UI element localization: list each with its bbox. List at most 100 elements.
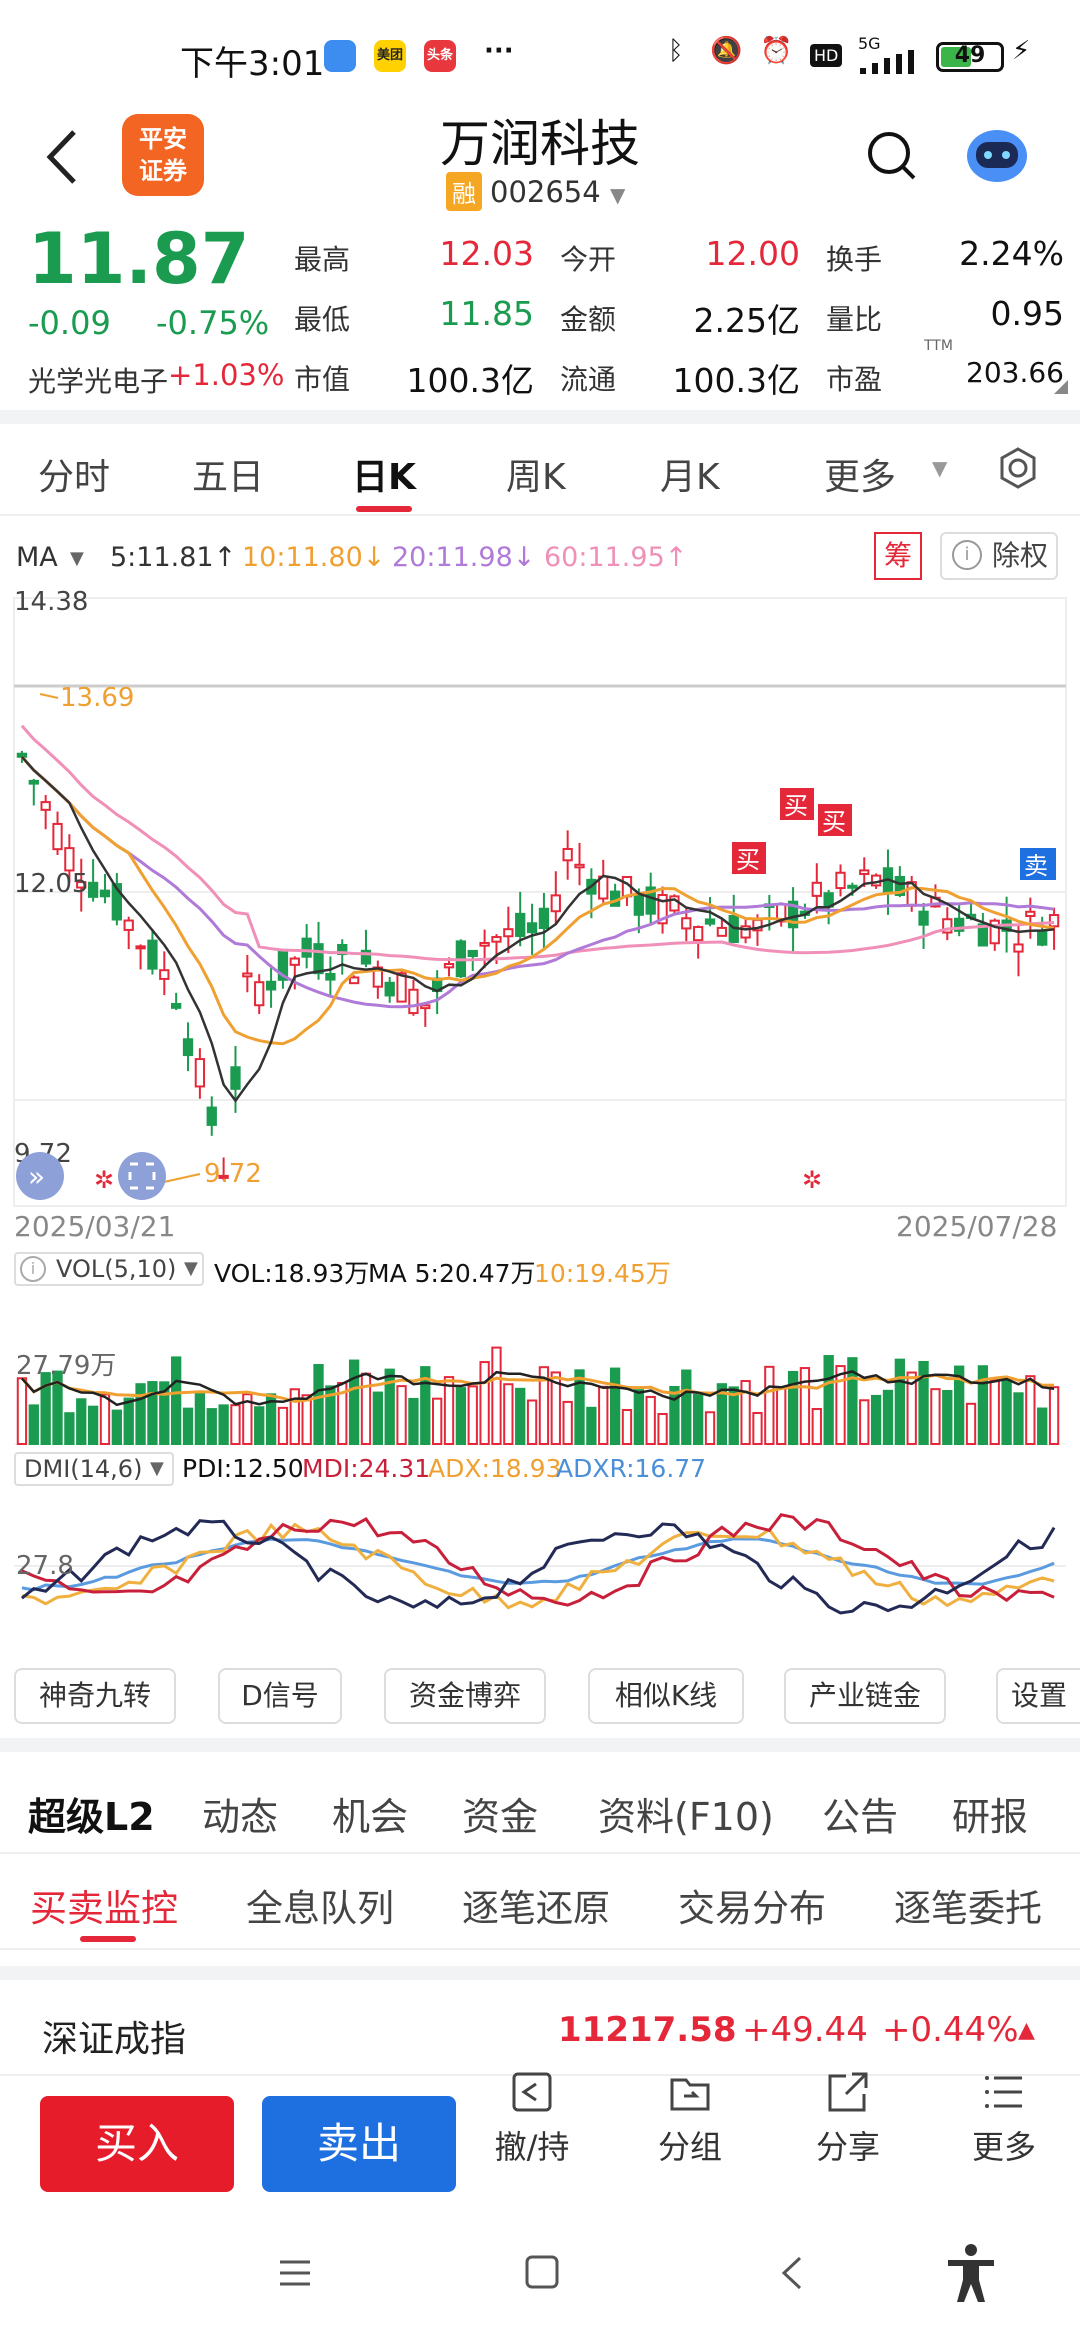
pdi-line [20,1519,1056,1615]
candle-body [159,969,170,980]
volume-bar [538,1366,550,1445]
volume-bar [28,1404,39,1445]
dmi-chart[interactable]: 27.8 [0,1488,1080,1648]
buy-signal-marker[interactable]: 买 [732,842,766,874]
candle-body [740,925,751,939]
stock-code-row[interactable]: 融 002654 ▼ [446,172,625,211]
nav-menu-icon[interactable] [278,2256,312,2290]
vol-indicator-selector[interactable]: i VOL(5,10) ▼ [14,1252,204,1286]
buy-button[interactable]: 买入 [40,2096,234,2192]
quote-value: 2.24% [959,234,1064,273]
tab-more[interactable]: 更多 [824,457,897,498]
candle-body [230,1066,241,1090]
volume-bar [206,1408,217,1446]
cancel-hold-action[interactable]: 撤/持 [490,2070,574,2168]
expand-arrows-icon[interactable] [16,1152,64,1200]
subtab-tick-restore[interactable]: 逐笔还原 [462,1887,610,1930]
search-icon[interactable] [866,130,918,184]
share-action[interactable]: 分享 [806,2070,890,2168]
group-action[interactable]: 分组 [648,2070,732,2168]
subtab-trade-monitor[interactable]: 买卖监控 [30,1887,178,1930]
candle-body [1048,914,1060,928]
svg-text:买: 买 [822,808,846,836]
quote-label: 市值 [294,363,351,396]
sell-signal-marker[interactable]: 卖 [1020,848,1056,880]
candle-body [443,963,455,969]
nav-home-icon[interactable] [524,2254,560,2290]
battery-fill [941,47,972,67]
candle-body [420,1004,431,1010]
tab-announcements[interactable]: 公告 [822,1795,899,1839]
more-dropdown-icon[interactable]: ▼ [932,456,948,480]
similar-kline-button[interactable]: 相似K线 [588,1668,744,1724]
tab-weekly-k[interactable]: 周K [506,457,566,498]
tab-monthly-k[interactable]: 月K [660,457,720,498]
subtab-full-queue[interactable]: 全息队列 [246,1887,394,1930]
quote-value: 12.03 [439,234,534,273]
candle-body [40,801,51,811]
volume-bar [99,1393,111,1445]
volume-bar [977,1365,989,1445]
ex-rights-button[interactable]: i 除权 [940,532,1058,580]
volume-bar [182,1407,194,1445]
corner-expand-icon[interactable] [1054,380,1068,394]
tab-super-l2[interactable]: 超级L2 [28,1795,155,1839]
ma-dropdown-icon[interactable]: ▼ [70,548,84,569]
settings-gear-icon[interactable] [996,446,1040,490]
event-marker-icon[interactable]: ✲ [802,1166,822,1194]
magic-nine-button[interactable]: 神奇九转 [14,1668,176,1724]
volume-chart[interactable]: 27.79万 [0,1290,1080,1450]
ma-label[interactable]: MA [16,542,58,573]
event-marker-icon[interactable]: ✲ [94,1166,114,1194]
sector-pct[interactable]: +1.03% [168,358,285,392]
chip-button[interactable]: 筹 [874,532,922,580]
accessibility-icon[interactable] [944,2242,998,2304]
volume-bar [657,1412,668,1446]
buy-signal-marker[interactable]: 买 [818,804,852,836]
sell-button[interactable]: 卖出 [262,2096,456,2192]
candle-body [123,919,134,931]
vol-value: VOL:18.93万 [214,1259,370,1288]
tab-daily-k[interactable]: 日K [352,457,416,498]
volume-bar [1013,1392,1024,1445]
tab-research[interactable]: 研报 [952,1795,1029,1839]
tab-dynamics[interactable]: 动态 [202,1795,279,1839]
volume-bar [894,1358,905,1445]
volume-bar [111,1409,122,1445]
more-action[interactable]: 更多 [962,2070,1046,2168]
industry-chain-button[interactable]: 产业链金 [784,1668,946,1724]
subtab-trade-distribution[interactable]: 交易分布 [678,1887,826,1930]
adx-line [21,1522,1055,1610]
candle-body [989,919,1000,945]
buy-signal-marker[interactable]: 买 [780,788,814,820]
sector-name[interactable]: 光学光电子 [28,365,169,398]
tab-f10[interactable]: 资料(F10) [598,1795,774,1839]
back-icon[interactable] [42,128,82,186]
index-expand-icon[interactable]: ▲ [1018,2018,1035,2043]
index-value: 11217.58 [558,2010,737,2050]
cancel-hold-icon [512,2072,552,2112]
volume-bar [360,1372,372,1445]
volume-bar [467,1385,478,1445]
capital-game-button[interactable]: 资金博弈 [384,1668,546,1724]
broker-logo: 平安 证券 [122,114,204,196]
dropdown-icon: ▼ [150,1458,164,1479]
candle-body [942,918,953,934]
subtab-tick-orders[interactable]: 逐笔委托 [894,1887,1042,1930]
robot-assistant-icon[interactable] [962,124,1032,186]
index-ticker[interactable]: 深证成指 11217.58 +49.44 +0.44% ▲ [0,1980,1080,2076]
candle-body [467,949,478,958]
tab-opportunity[interactable]: 机会 [332,1795,409,1839]
volume-bar [882,1389,894,1445]
fullscreen-icon[interactable] [118,1152,166,1200]
tab-five-day[interactable]: 五日 [192,457,265,498]
d-signal-button[interactable]: D信号 [218,1668,342,1724]
kline-chart[interactable]: 14.38 12.05 9.72 13.69 9.72 买 买 买 卖 » ✲ … [0,590,1080,1250]
dmi-indicator-selector[interactable]: DMI(14,6) ▼ [14,1452,174,1486]
tab-capital[interactable]: 资金 [462,1795,539,1839]
tab-intraday[interactable]: 分时 [38,457,111,498]
section-divider [0,410,1080,424]
nav-back-icon[interactable] [776,2254,806,2292]
volume-bar [1048,1386,1060,1446]
settings-button[interactable]: 设置 [996,1668,1080,1724]
